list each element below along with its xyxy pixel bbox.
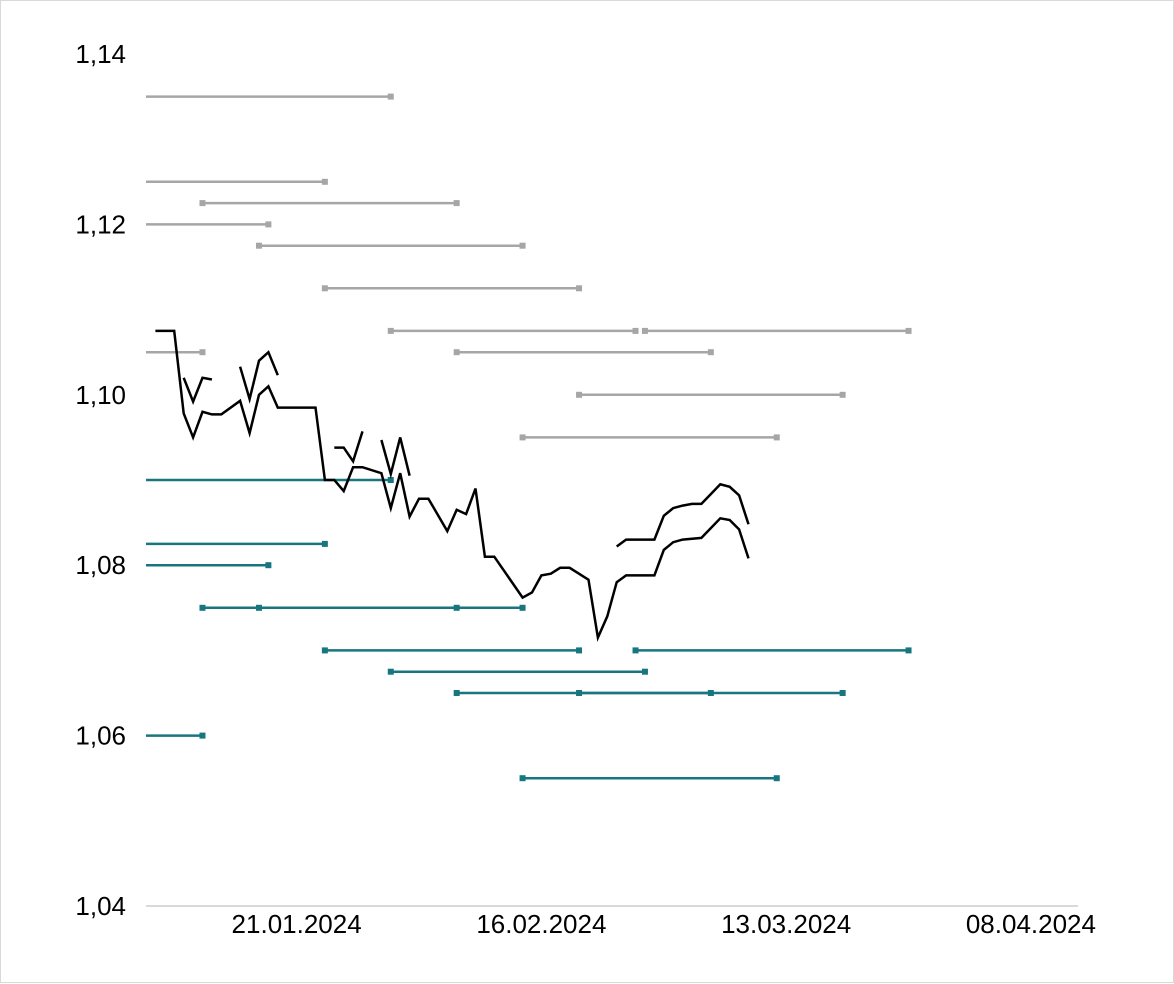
upper-range-endpoint	[773, 434, 780, 441]
lower-range-endpoint	[321, 647, 328, 654]
price-series-line	[334, 431, 364, 465]
upper-range-endpoint	[321, 285, 328, 292]
y-tick-label: 1,06	[75, 721, 126, 751]
y-tick-label: 1,04	[75, 891, 126, 921]
lower-range-endpoint	[576, 647, 583, 654]
upper-range-endpoint	[321, 178, 328, 185]
price-series-line	[380, 437, 411, 479]
upper-range-endpoint	[839, 391, 846, 398]
price-series-line	[238, 350, 279, 404]
upper-range-endpoint	[519, 242, 526, 249]
x-tick-label: 13.03.2024	[721, 909, 851, 939]
y-tick-label: 1,12	[75, 209, 126, 239]
upper-range-endpoint	[199, 349, 206, 356]
upper-range-endpoint	[519, 434, 526, 441]
upper-range-endpoint	[632, 327, 639, 334]
upper-range-endpoint	[576, 391, 583, 398]
x-tick-label: 08.04.2024	[966, 909, 1096, 939]
upper-range-endpoint	[255, 242, 262, 249]
price-lines	[155, 329, 750, 642]
upper-range-endpoint	[905, 327, 912, 334]
lower-range-endpoint	[519, 604, 526, 611]
x-tick-label: 21.01.2024	[232, 909, 362, 939]
lower-range-endpoint	[641, 668, 648, 675]
lower-range-endpoint	[576, 690, 583, 696]
y-tick-label: 1,08	[75, 550, 126, 580]
lower-range-endpoint	[199, 604, 206, 611]
lower-range-endpoint	[321, 540, 328, 547]
price-series-line	[182, 376, 213, 406]
upper-range-endpoint	[387, 327, 394, 334]
lower-range-endpoint	[519, 775, 526, 782]
upper-range-endpoint	[453, 349, 460, 356]
lower-range-endpoint	[453, 690, 460, 696]
upper-range-endpoint	[707, 349, 714, 356]
lower-range-endpoint	[839, 690, 846, 696]
y-tick-label: 1,10	[75, 380, 126, 410]
lower-range-endpoint	[773, 775, 780, 782]
forecast-ranges	[146, 93, 912, 782]
upper-range-endpoint	[576, 285, 583, 292]
lower-range-endpoint	[905, 647, 912, 654]
lower-range-endpoint	[265, 562, 272, 569]
x-tick-label: 16.02.2024	[476, 909, 606, 939]
lower-range-endpoint	[632, 647, 639, 654]
x-axis-ticks: 21.01.2024 16.02.2024 13.03.2024 08.04.2024	[232, 909, 1096, 939]
price-series-line	[155, 329, 750, 642]
upper-range-endpoint	[265, 221, 272, 228]
y-tick-label: 1,14	[75, 39, 126, 69]
lower-range-endpoint	[387, 668, 394, 675]
lower-range-endpoint	[387, 477, 394, 483]
price-series-line	[615, 482, 750, 548]
upper-range-endpoint	[641, 327, 648, 334]
lower-range-endpoint	[255, 604, 262, 611]
y-axis-ticks: 1,04 1,06 1,08 1,10 1,12 1,14	[75, 39, 126, 921]
upper-range-endpoint	[387, 93, 394, 100]
upper-range-endpoint	[199, 200, 206, 207]
lower-range-endpoint	[199, 732, 206, 739]
upper-range-endpoint	[453, 200, 460, 207]
